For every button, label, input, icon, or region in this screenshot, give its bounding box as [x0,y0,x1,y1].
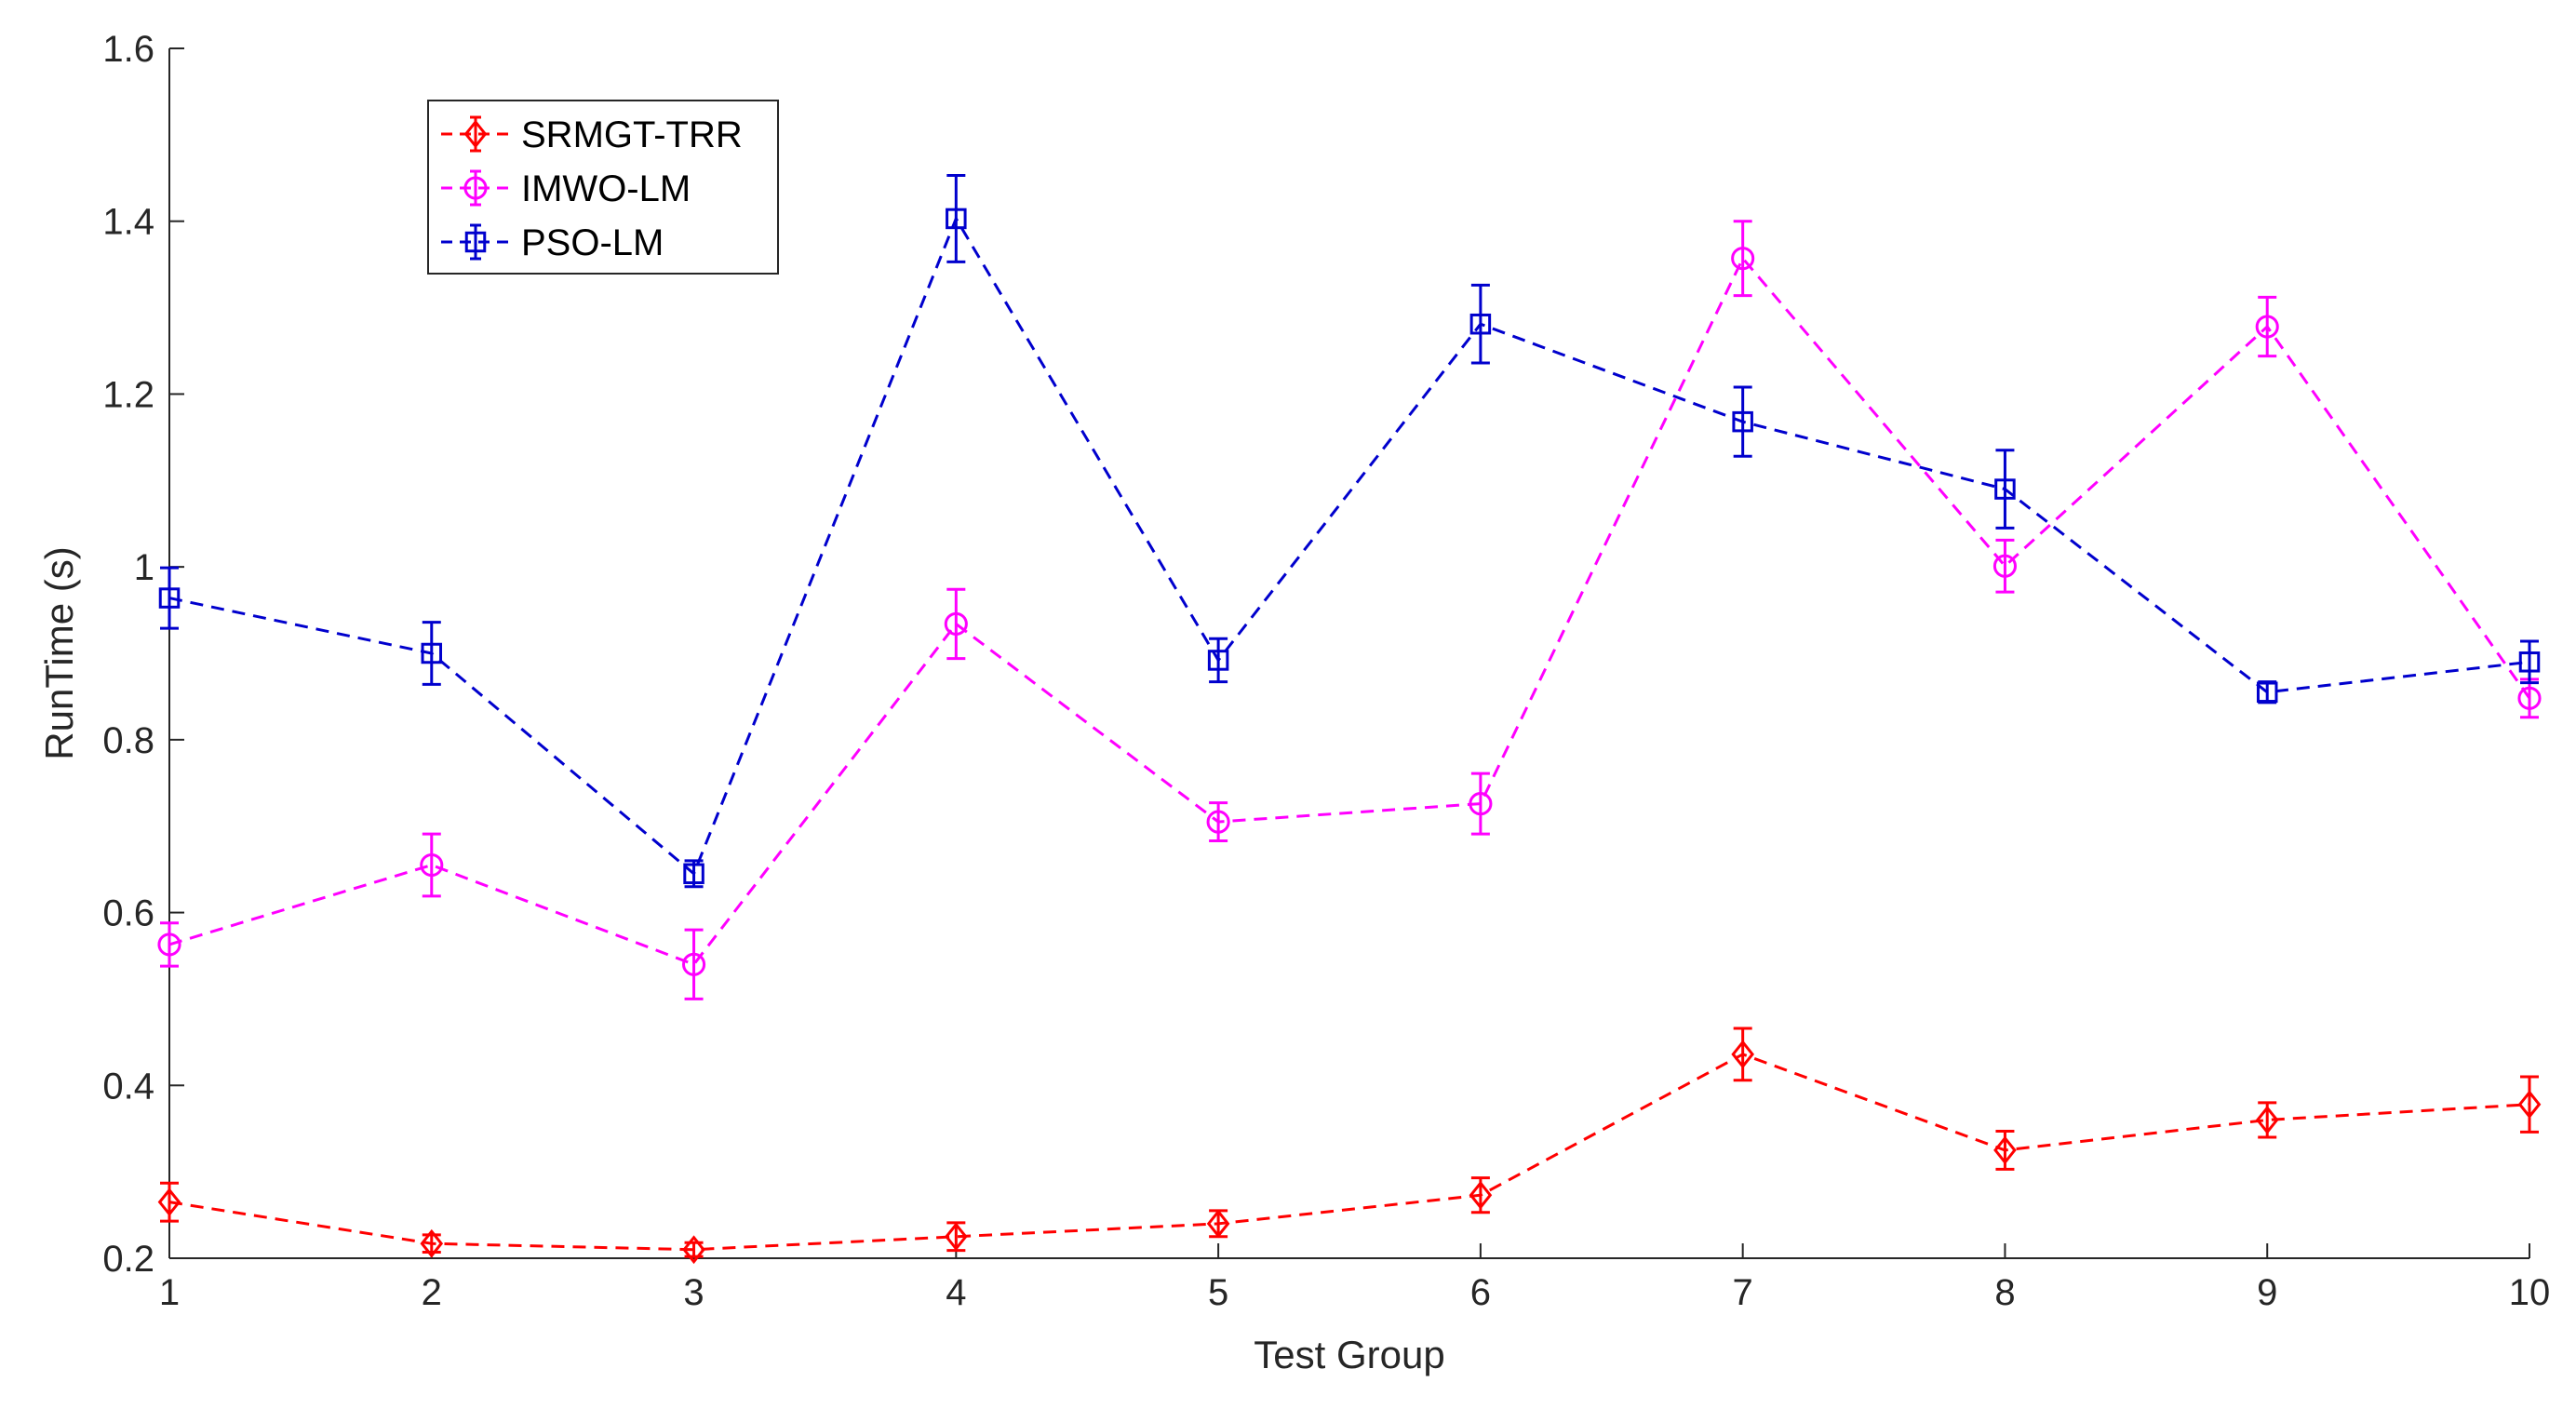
x-tick-label: 9 [2257,1272,2277,1313]
series-srmgt-trr [157,1027,2542,1265]
data-point [158,587,181,609]
data-point [420,1228,444,1258]
data-point [1993,1135,2017,1165]
axes: 1 2 3 4 5 6 7 8 9 10 0.2 0.4 0.6 0.8 1 1.2 1.4 1.6 [102,29,2550,1313]
legend-label: SRMGT-TRR [521,114,743,155]
y-tick-label: 1.2 [102,374,154,415]
data-point [682,1235,705,1265]
series-line [168,215,2530,877]
data-point [157,933,181,957]
data-point [421,642,443,664]
y-tick-label: 1.6 [102,29,154,70]
data-point [1731,1040,1754,1069]
data-point [1206,810,1230,834]
data-point [1992,554,2017,578]
data-point [1469,313,1492,335]
series-line [168,255,2531,967]
x-axis-title: Test Group [1254,1333,1444,1376]
legend-marker-swatch [464,231,487,253]
legend: SRMGT-TRR IMWO-LM PSO-LM [427,100,779,275]
x-tick-label: 10 [2509,1272,2551,1313]
y-tick-label: 0.6 [102,893,154,934]
y-tick-label: 0.2 [102,1239,154,1280]
legend-label: PSO-LM [521,222,664,263]
x-tick-label: 3 [683,1272,704,1313]
x-tick-label: 1 [159,1272,180,1313]
data-point [945,1222,968,1252]
data-point [946,208,967,230]
series-imwo-lm [157,220,2542,1000]
data-point [944,611,968,636]
y-tick-label: 1.4 [102,202,154,243]
data-point [1469,792,1493,816]
x-tick-label: 6 [1470,1272,1491,1313]
x-tick-label: 4 [946,1272,966,1313]
y-axis-title: RunTime (s) [37,546,81,759]
x-tick-label: 2 [422,1272,442,1313]
x-tick-label: 7 [1733,1272,1753,1313]
y-tick-label: 0.4 [102,1066,154,1107]
y-tick-label: 1 [134,547,154,588]
legend-label: IMWO-LM [521,168,691,209]
data-point [1469,1180,1493,1210]
data-point [2256,681,2278,704]
data-point [682,952,706,976]
data-point [683,863,704,885]
legend-entry-imwo-lm: IMWO-LM [441,168,691,209]
data-point [2518,651,2541,673]
series-layer [157,174,2542,1265]
legend-entry-srmgt-trr: SRMGT-TRR [441,114,743,155]
data-point [420,852,444,878]
x-tick-label: 8 [1994,1272,2015,1313]
data-point [2255,1106,2279,1134]
data-point [2255,315,2279,339]
series-line [168,1053,2530,1252]
data-point [157,1188,181,1217]
data-point [1207,650,1229,671]
data-point [1206,1209,1230,1239]
legend-marker-swatch [463,176,488,200]
series-pso-lm [158,174,2541,889]
legend-entry-pso-lm: PSO-LM [441,222,664,263]
legend-marker-swatch [463,119,488,149]
data-point [1994,478,2016,500]
data-point [2517,1090,2542,1120]
data-point [2517,686,2542,710]
data-point [1731,247,1755,271]
data-point [1732,410,1753,433]
x-tick-label: 5 [1208,1272,1228,1313]
y-tick-label: 0.8 [102,720,154,761]
